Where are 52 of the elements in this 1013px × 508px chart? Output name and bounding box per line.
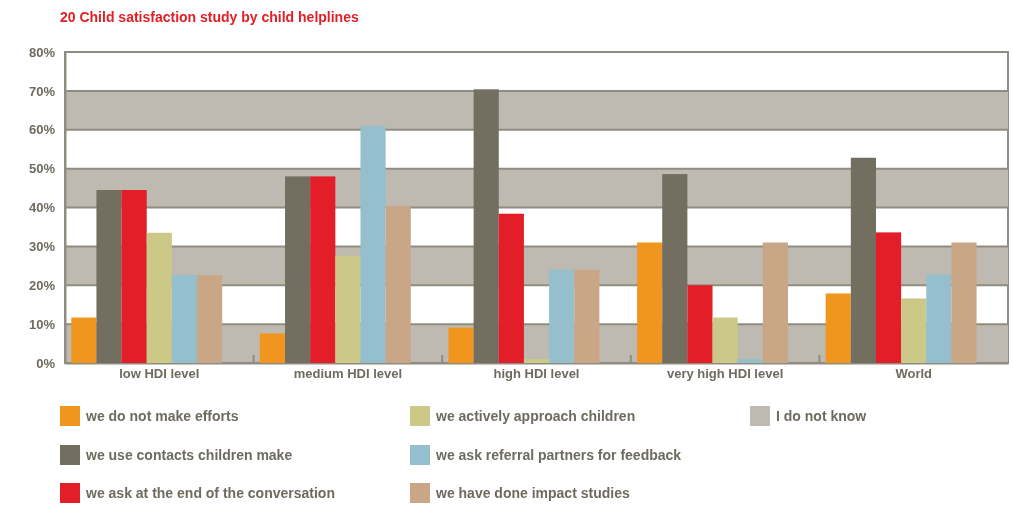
- bar: [121, 190, 147, 363]
- y-tick-label: 0%: [36, 355, 56, 371]
- bar: [850, 157, 876, 363]
- bar: [310, 176, 336, 363]
- bar: [96, 190, 122, 363]
- bar: [385, 205, 411, 363]
- x-tick-label: very high HDI level: [666, 366, 784, 382]
- bar: [360, 125, 386, 363]
- x-tick-label: medium HDI level: [293, 366, 403, 382]
- y-tick-label: 80%: [28, 44, 56, 60]
- bar: [687, 285, 713, 363]
- bar: [762, 242, 788, 363]
- legend-label: I do not know: [776, 408, 867, 424]
- y-tick-label: 10%: [28, 316, 56, 332]
- chart-title: 20 Child satisfaction study by child helplines: [60, 9, 359, 25]
- bar: [951, 242, 977, 363]
- bar: [259, 333, 286, 363]
- bar: [523, 359, 550, 363]
- bar: [498, 213, 524, 363]
- y-tick-label: 40%: [28, 200, 56, 216]
- y-tick-label: 70%: [28, 83, 56, 99]
- bar: [171, 275, 198, 363]
- y-tick-label: 20%: [28, 277, 56, 293]
- bar: [637, 242, 663, 363]
- bar: [448, 327, 474, 363]
- y-tick-label: 60%: [28, 122, 56, 138]
- x-tick-label: World: [895, 366, 933, 382]
- bar: [473, 89, 499, 363]
- y-tick-label: 50%: [28, 161, 56, 177]
- bar: [926, 274, 952, 363]
- y-tick-label: 30%: [28, 239, 56, 255]
- bar: [549, 269, 575, 363]
- bar: [737, 359, 763, 363]
- bar: [285, 176, 311, 363]
- legend-label: we ask referral partners for feedback: [435, 447, 682, 463]
- x-tick-label: high HDI level: [493, 366, 580, 382]
- legend-label: we do not make efforts: [85, 408, 239, 424]
- legend-label: we ask at the end of the conversation: [85, 485, 335, 501]
- bar: [662, 174, 688, 363]
- bar: [335, 255, 361, 363]
- bar: [712, 317, 738, 363]
- bar: [901, 298, 927, 363]
- bar: [71, 317, 97, 363]
- bar: [146, 232, 172, 363]
- legend-label: we use contacts children make: [85, 447, 293, 463]
- bar: [197, 275, 223, 363]
- bar: [875, 232, 902, 363]
- legend-label: we have done impact studies: [435, 485, 630, 501]
- bar: [574, 269, 600, 363]
- bar: [825, 293, 851, 363]
- legend-label: we actively approach children: [435, 408, 636, 424]
- x-tick-label: low HDI level: [119, 366, 200, 382]
